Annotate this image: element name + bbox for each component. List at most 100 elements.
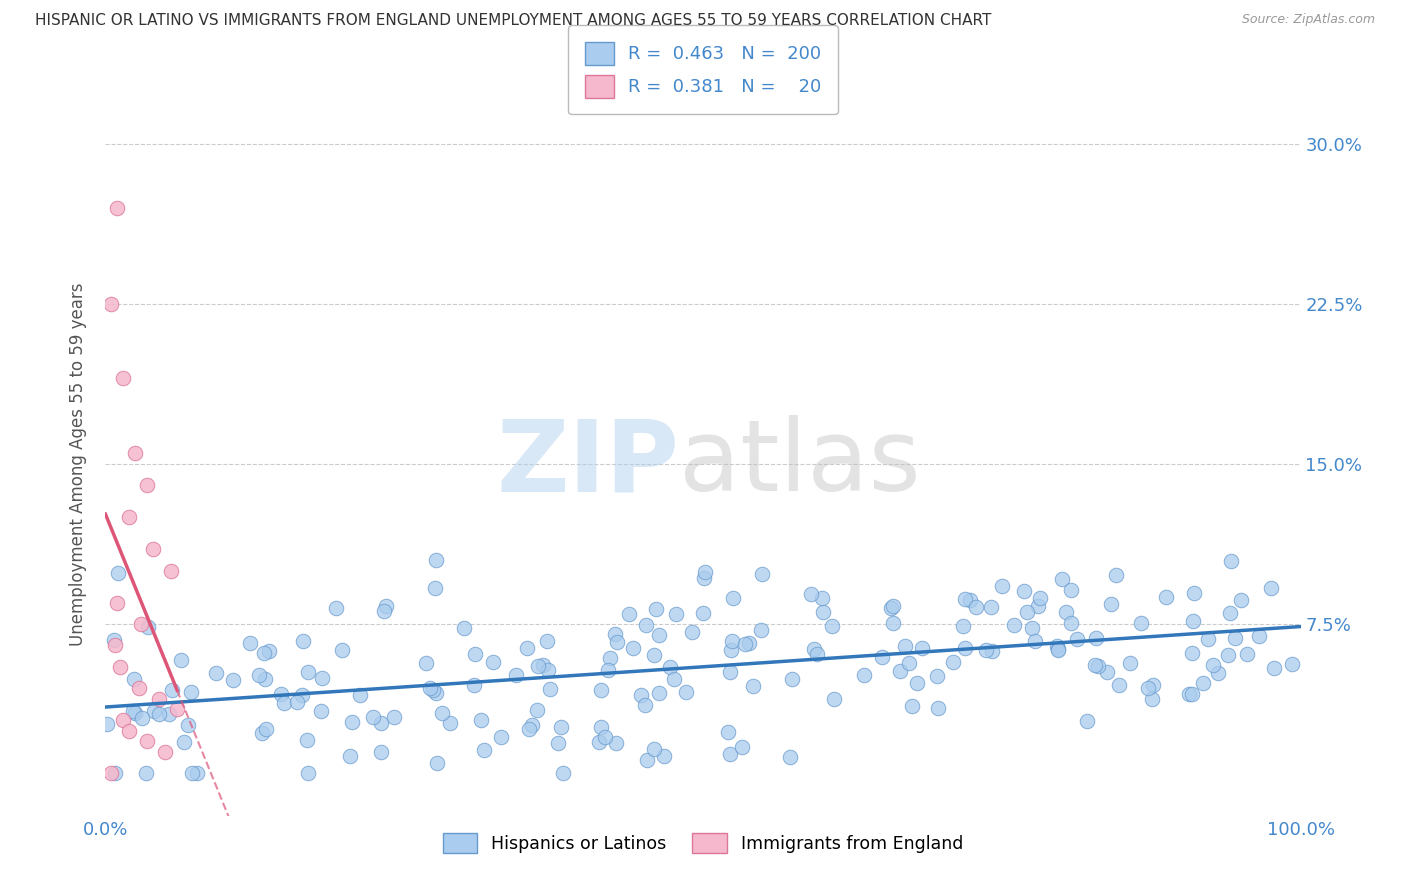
Point xyxy=(872,649,894,664)
Point xyxy=(1263,661,1285,675)
Point xyxy=(901,699,924,714)
Point xyxy=(1046,643,1069,657)
Point xyxy=(593,730,616,744)
Point xyxy=(96,717,118,731)
Point xyxy=(803,642,825,657)
Point xyxy=(536,633,558,648)
Point xyxy=(1177,687,1199,701)
Point xyxy=(695,565,717,579)
Point xyxy=(1260,582,1282,596)
Point xyxy=(1220,554,1243,568)
Point xyxy=(297,766,319,780)
Point xyxy=(889,665,911,679)
Point xyxy=(430,706,453,721)
Point xyxy=(603,627,626,641)
Point xyxy=(741,679,763,693)
Point xyxy=(782,673,804,687)
Point xyxy=(136,478,159,492)
Point xyxy=(721,591,744,605)
Point xyxy=(1219,606,1241,620)
Point xyxy=(665,607,688,621)
Point xyxy=(254,722,277,736)
Point xyxy=(681,625,703,640)
Point xyxy=(131,711,153,725)
Point xyxy=(103,632,125,647)
Point xyxy=(100,766,122,780)
Point xyxy=(1208,665,1230,680)
Point xyxy=(1054,605,1077,619)
Point xyxy=(1084,631,1107,645)
Point xyxy=(738,636,761,650)
Point xyxy=(1202,657,1225,672)
Point xyxy=(257,644,280,658)
Point xyxy=(720,642,742,657)
Point xyxy=(107,596,129,610)
Text: Source: ZipAtlas.com: Source: ZipAtlas.com xyxy=(1241,13,1375,27)
Point xyxy=(247,667,270,681)
Point xyxy=(1095,665,1118,679)
Text: atlas: atlas xyxy=(679,416,921,512)
Point xyxy=(143,704,166,718)
Point xyxy=(952,619,974,633)
Point xyxy=(1247,629,1270,643)
Point xyxy=(118,510,141,524)
Point xyxy=(382,710,405,724)
Point xyxy=(749,623,772,637)
Point xyxy=(811,605,834,619)
Point xyxy=(222,673,245,687)
Point xyxy=(596,663,619,677)
Point xyxy=(927,700,949,714)
Point xyxy=(811,591,834,606)
Point xyxy=(453,621,475,635)
Point xyxy=(1142,678,1164,692)
Point xyxy=(537,663,560,677)
Point xyxy=(253,673,276,687)
Point xyxy=(1108,678,1130,692)
Point xyxy=(1060,583,1083,598)
Point xyxy=(1046,641,1069,656)
Point xyxy=(160,564,183,578)
Point xyxy=(1084,658,1107,673)
Point xyxy=(1197,632,1219,646)
Point xyxy=(517,722,540,736)
Point xyxy=(882,599,904,613)
Point xyxy=(1029,591,1052,606)
Point xyxy=(1076,714,1098,729)
Point xyxy=(239,636,262,650)
Point xyxy=(980,600,1002,615)
Point xyxy=(373,603,395,617)
Point xyxy=(112,713,135,727)
Point xyxy=(177,718,200,732)
Point xyxy=(124,706,146,721)
Point xyxy=(1236,647,1258,661)
Point xyxy=(823,692,845,706)
Point xyxy=(340,714,363,729)
Point xyxy=(880,600,903,615)
Point xyxy=(330,643,353,657)
Point xyxy=(606,635,628,649)
Point xyxy=(160,682,183,697)
Point xyxy=(591,720,613,734)
Point xyxy=(1182,586,1205,600)
Point xyxy=(898,656,921,670)
Point xyxy=(1192,675,1215,690)
Point xyxy=(1181,687,1204,701)
Point xyxy=(531,657,554,672)
Point xyxy=(905,676,928,690)
Point xyxy=(675,684,697,698)
Point xyxy=(135,766,157,780)
Point xyxy=(439,715,461,730)
Point xyxy=(779,749,801,764)
Point xyxy=(1181,614,1204,628)
Point xyxy=(122,704,145,718)
Point xyxy=(634,617,657,632)
Point xyxy=(894,639,917,653)
Point xyxy=(526,658,548,673)
Point xyxy=(112,371,135,385)
Point xyxy=(658,660,681,674)
Point xyxy=(526,703,548,717)
Point xyxy=(1017,605,1039,619)
Point xyxy=(124,446,146,460)
Point xyxy=(122,672,145,686)
Point xyxy=(186,766,208,780)
